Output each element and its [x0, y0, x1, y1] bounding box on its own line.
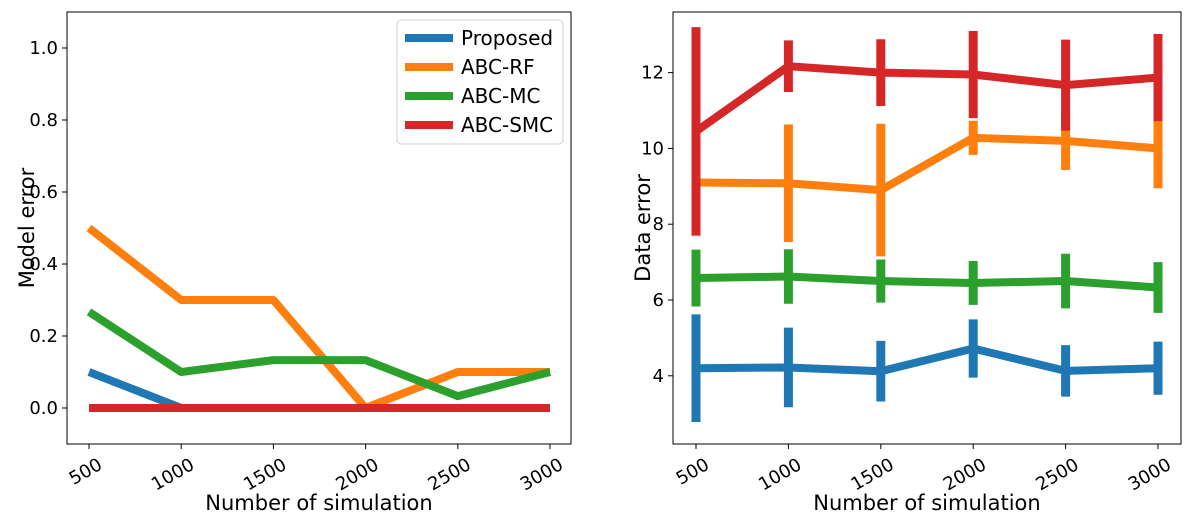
y-tick-label: 6 — [653, 290, 664, 311]
y-axis-label: Model error — [15, 167, 39, 288]
y-tick-label: 0.6 — [29, 182, 58, 203]
x-tick-label: 1000 — [148, 454, 198, 495]
model-error-chart: 0.0 0.2 0.4 0.6 0.8 1.0 500 1000 1500 2000 2500 300… — [15, 11, 572, 515]
series-proposed — [691, 314, 1163, 423]
series-line — [695, 344, 1159, 376]
y-tick-label: 0.2 — [29, 326, 58, 347]
x-tick-label: 500 — [673, 454, 713, 489]
x-tick-label: 2000 — [940, 454, 990, 495]
x-tick-label: 2500 — [1032, 454, 1082, 495]
x-tick-label: 3000 — [1125, 454, 1175, 495]
plot-area — [691, 27, 1163, 423]
legend-label: Proposed — [461, 26, 553, 50]
y-tick-label: 1.0 — [29, 38, 58, 59]
x-tick-label: 1000 — [755, 454, 805, 495]
plot-area — [86, 224, 552, 412]
y-tick-label: 4 — [653, 366, 664, 387]
x-axis-label: Number of simulation — [813, 491, 1040, 515]
y-tick-label: 0.4 — [29, 254, 58, 275]
series-line — [86, 308, 552, 401]
y-tick-label: 12 — [641, 63, 664, 84]
legend-label: ABC-SMC — [461, 113, 553, 137]
y-axis-label: Data error — [631, 174, 655, 282]
y-tick-label: 0.0 — [29, 398, 58, 419]
series-line — [693, 62, 1159, 135]
series-abc-mc — [691, 249, 1163, 313]
x-tick-label: 2500 — [425, 454, 475, 495]
y-tick-label: 0.8 — [29, 110, 58, 131]
x-axis-label: Number of simulation — [205, 491, 432, 515]
series-abc-rf — [86, 224, 550, 412]
series-line — [86, 224, 550, 412]
x-tick-label: 2000 — [332, 454, 382, 495]
data-error-chart: 4 6 8 10 12 500 1000 1500 2000 2500 3000 Number of … — [631, 11, 1182, 515]
series-abc-smc — [691, 27, 1163, 236]
legend: Proposed ABC-RF ABC-MC ABC-SMC — [396, 19, 564, 145]
series-line — [695, 272, 1159, 292]
x-tick-label: 1500 — [240, 454, 290, 495]
x-tick-label: 3000 — [517, 454, 567, 495]
y-tick-label: 10 — [641, 138, 664, 159]
legend-label: ABC-RF — [461, 55, 535, 79]
axes-frame — [66, 11, 572, 445]
series-line — [695, 133, 1159, 195]
series-abc-mc — [86, 308, 552, 401]
legend-box — [396, 19, 564, 145]
axes-frame — [672, 11, 1182, 445]
x-tick-label: 500 — [66, 454, 106, 489]
y-tick-label: 8 — [653, 214, 664, 235]
legend-label: ABC-MC — [461, 84, 540, 108]
x-tick-label: 1500 — [848, 454, 898, 495]
series-abc-rf — [691, 108, 1163, 257]
